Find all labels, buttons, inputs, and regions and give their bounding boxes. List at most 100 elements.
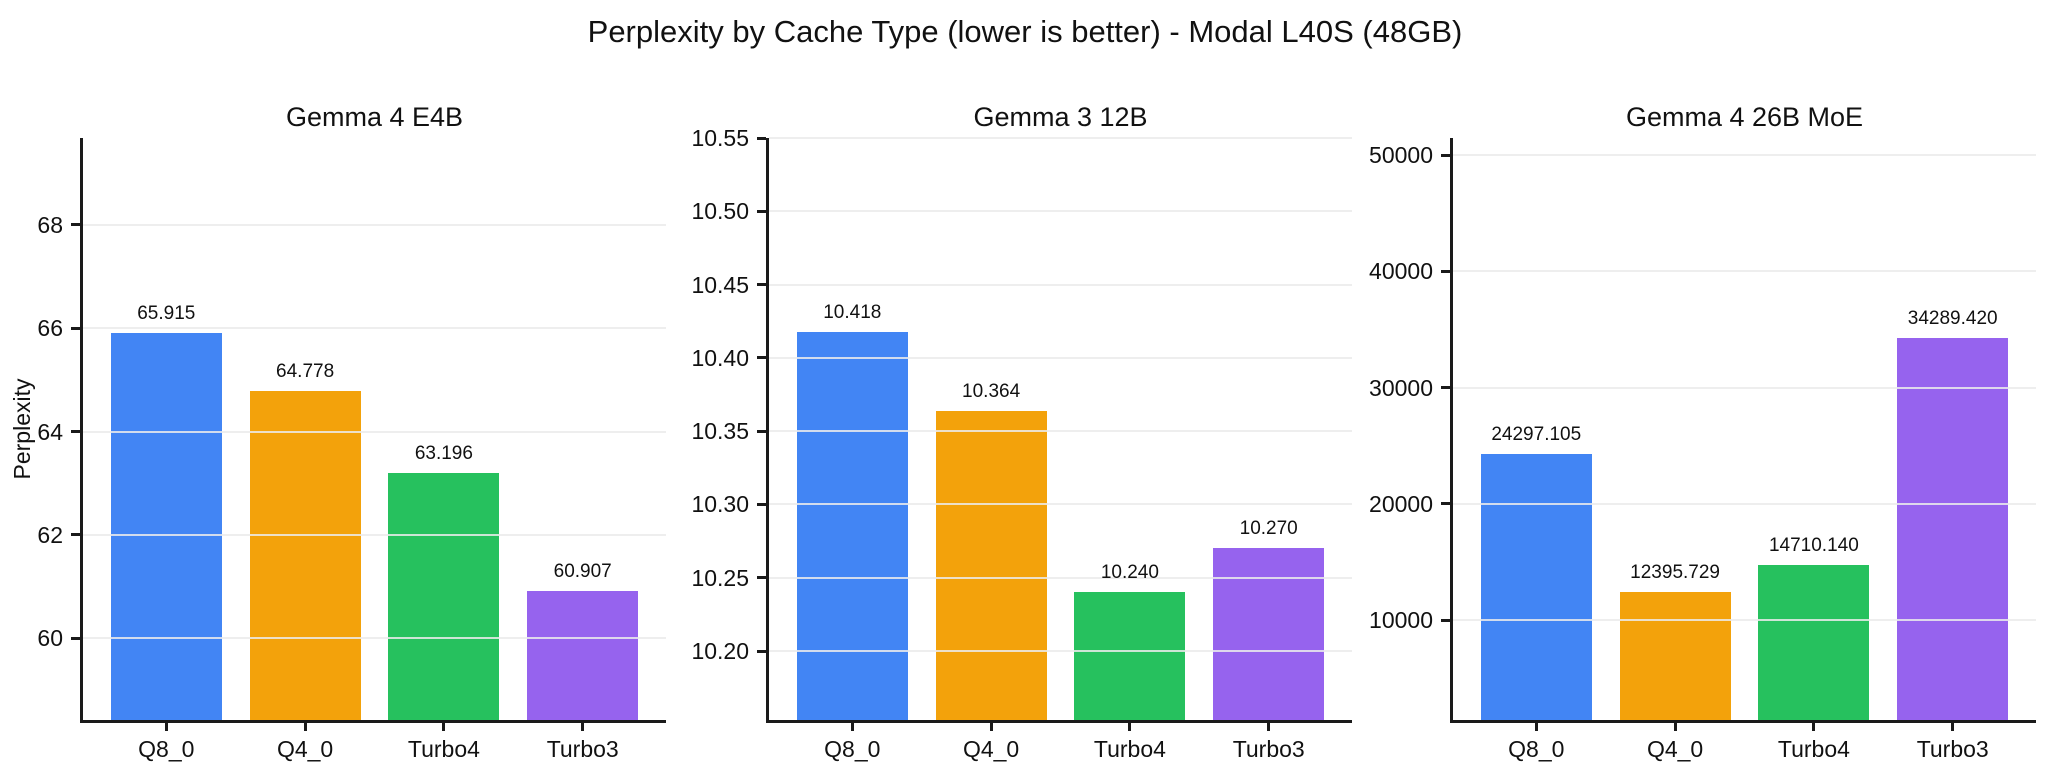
- y-tick-mark: [757, 209, 766, 213]
- y-tick-label: 10.30: [691, 491, 749, 518]
- bar: [796, 331, 908, 720]
- bar-value-label: 12395.729: [1630, 562, 1720, 584]
- y-tick-label: 10.20: [691, 638, 749, 665]
- x-tick-mark: [1267, 723, 1271, 731]
- bar-value-label: 65.915: [137, 302, 196, 324]
- gridline: [1453, 154, 2036, 157]
- x-tick-label: Turbo3: [1916, 736, 1989, 762]
- x-tick-label: Q4_0: [962, 736, 1020, 762]
- plot-area: [80, 138, 666, 723]
- bar: [110, 332, 222, 720]
- gridline: [83, 637, 666, 640]
- y-tick-label: 10.25: [691, 564, 749, 591]
- bar: [1619, 592, 1731, 720]
- x-tick-label: Turbo4: [407, 736, 480, 762]
- bar-value-label: 64.778: [276, 361, 335, 383]
- y-tick-label: 30000: [1369, 374, 1433, 401]
- x-tick-mark: [1673, 723, 1677, 731]
- bar: [1897, 337, 2009, 720]
- y-tick-mark: [71, 223, 80, 227]
- x-tick-mark: [989, 723, 993, 731]
- y-tick-mark: [1441, 502, 1450, 506]
- gridline: [769, 210, 1352, 213]
- gridline: [83, 430, 666, 433]
- y-tick-mark: [757, 283, 766, 287]
- bar: [249, 391, 361, 720]
- bar: [1758, 565, 1870, 720]
- bar: [527, 591, 639, 720]
- y-tick-label: 10000: [1369, 607, 1433, 634]
- bar: [1074, 592, 1186, 720]
- plot-area: [1450, 138, 2036, 723]
- y-tick-mark: [1441, 386, 1450, 390]
- figure-title: Perplexity by Cache Type (lower is bette…: [587, 14, 1463, 49]
- x-tick-mark: [164, 723, 168, 731]
- gridline: [1453, 619, 2036, 622]
- y-tick-mark: [757, 576, 766, 580]
- bar-value-label: 14710.140: [1768, 535, 1859, 557]
- y-tick-mark: [757, 136, 766, 140]
- x-tick-mark: [442, 723, 446, 731]
- y-tick-label: 10.55: [691, 125, 749, 151]
- y-tick-label: 40000: [1369, 258, 1433, 285]
- x-tick-mark: [1534, 723, 1538, 731]
- gridline: [769, 503, 1352, 506]
- gridline: [1453, 502, 2036, 505]
- bar-value-label: 10.270: [1239, 518, 1298, 540]
- x-tick-mark: [850, 723, 854, 731]
- y-tick-mark: [757, 502, 766, 506]
- subplot-title: Gemma 4 26B MoE: [1625, 102, 1864, 132]
- y-tick-label: 68: [37, 211, 63, 238]
- bar: [935, 410, 1047, 720]
- y-tick-mark: [757, 356, 766, 360]
- gridline: [769, 650, 1352, 653]
- bar-value-label: 60.907: [553, 561, 612, 583]
- x-tick-label: Turbo4: [1777, 736, 1850, 762]
- gridline: [83, 533, 666, 536]
- bar-value-label: 10.364: [962, 380, 1021, 402]
- x-tick-label: Q8_0: [138, 736, 195, 762]
- gridline: [769, 283, 1352, 286]
- bar-value-label: 63.196: [414, 443, 473, 465]
- x-tick-mark: [303, 723, 307, 731]
- gridline: [769, 356, 1352, 359]
- x-tick-mark: [1812, 723, 1816, 731]
- bar: [388, 473, 500, 720]
- gridline: [1453, 386, 2036, 389]
- y-tick-mark: [757, 649, 766, 653]
- x-tick-label: Q4_0: [1646, 736, 1704, 762]
- gridline: [1453, 270, 2036, 273]
- x-tick-mark: [1128, 723, 1132, 731]
- y-tick-label: 50000: [1369, 142, 1433, 169]
- y-tick-label: 66: [37, 315, 63, 342]
- x-tick-label: Q8_0: [1508, 736, 1565, 762]
- subplot-title: Gemma 4 E4B: [285, 102, 464, 132]
- x-tick-label: Q8_0: [824, 736, 881, 762]
- x-tick-label: Turbo4: [1093, 736, 1166, 762]
- y-tick-mark: [71, 326, 80, 330]
- y-tick-mark: [71, 533, 80, 537]
- x-tick-mark: [581, 723, 585, 731]
- x-tick-label: Turbo3: [546, 736, 619, 762]
- y-tick-mark: [71, 636, 80, 640]
- y-tick-mark: [1441, 618, 1450, 622]
- y-tick-mark: [1441, 153, 1450, 157]
- x-tick-label: Turbo3: [1232, 736, 1305, 762]
- y-tick-label: 64: [37, 418, 63, 445]
- gridline: [769, 576, 1352, 579]
- subplot-title: Gemma 3 12B: [973, 102, 1148, 132]
- gridline: [83, 223, 666, 226]
- gridline: [769, 430, 1352, 433]
- bar-value-label: 24297.105: [1491, 424, 1582, 446]
- bar-value-label: 34289.420: [1907, 307, 1998, 329]
- y-tick-label: 60: [37, 625, 63, 652]
- y-tick-label: 10.35: [691, 418, 749, 445]
- bar: [1480, 454, 1592, 720]
- y-tick-mark: [1441, 269, 1450, 273]
- bar-value-label: 10.418: [823, 301, 882, 323]
- plot-area: [766, 138, 1352, 723]
- bar-value-label: 10.240: [1100, 562, 1159, 584]
- y-tick-mark: [71, 430, 80, 434]
- gridline: [769, 137, 1352, 139]
